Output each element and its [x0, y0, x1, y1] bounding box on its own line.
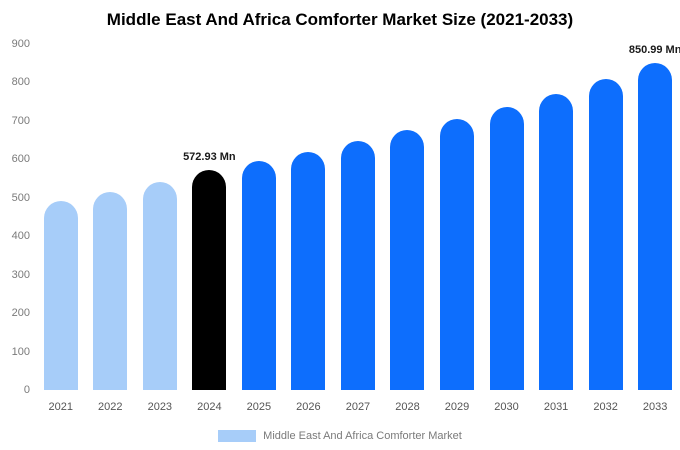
y-axis-tick-label: 900: [11, 38, 30, 50]
y-axis-tick-label: 400: [11, 230, 30, 243]
y-axis-tick-label: 0: [23, 384, 30, 396]
bar-slot: 2025: [234, 44, 284, 413]
x-axis-label: 2028: [395, 401, 420, 413]
bar-2025[interactable]: [241, 161, 276, 390]
bar-slot: 850.99 Mn 2033: [629, 44, 680, 413]
bar-2033[interactable]: 850.99 Mn: [629, 44, 680, 390]
y-axis-tick-label: 100: [11, 345, 30, 358]
y-axis-tick-label: 700: [11, 114, 30, 127]
y-axis-tick-label: 800: [11, 76, 30, 89]
y-axis-tick-label: 200: [11, 307, 30, 320]
y-axis: 0 100 200 300 400 500 600 700 800 900: [0, 38, 30, 396]
x-axis-label: 2021: [48, 401, 73, 413]
bar-slot: 2031: [531, 44, 581, 413]
y-axis-tick-label: 600: [11, 153, 30, 166]
bar-2023[interactable]: [142, 182, 177, 390]
bar-2032[interactable]: [588, 78, 623, 390]
chart-title: Middle East And Africa Comforter Market …: [106, 10, 574, 29]
x-axis-label: 2033: [642, 401, 668, 413]
x-axis-label: 2023: [147, 401, 173, 413]
x-axis-label: 2024: [197, 401, 222, 413]
x-axis-label: 2029: [444, 401, 470, 413]
bar-slot: 2026: [284, 44, 334, 413]
bar-slot: 2029: [432, 44, 482, 413]
bar-2024[interactable]: 572.93 Mn: [183, 151, 236, 390]
bar-slot: 2021: [36, 44, 86, 413]
bar-2026[interactable]: [291, 152, 326, 390]
x-axis-label: 2022: [98, 401, 123, 413]
bar-2029[interactable]: [440, 118, 475, 390]
bar-slot: 2028: [383, 44, 433, 413]
y-axis-tick-label: 300: [11, 268, 30, 281]
bar-slot: 2027: [333, 44, 383, 413]
plot-area: 0 100 200 300 400 500 600 700 800 900 2021 2022 202…: [12, 38, 680, 413]
x-axis-label: 2030: [494, 401, 519, 413]
bar-2021[interactable]: [43, 200, 78, 390]
bar-slot: 2032: [581, 44, 631, 413]
bar-slot: 2022: [86, 44, 136, 413]
legend-label: Middle East And Africa Comforter Market: [263, 430, 462, 442]
bar-2027[interactable]: [340, 141, 375, 390]
bar-value-label: 572.93 Mn: [183, 150, 236, 163]
bar-slot: 2030: [482, 44, 532, 413]
x-axis-label: 2026: [296, 401, 321, 413]
x-axis-label: 2027: [345, 401, 371, 413]
bars-container: 2021 2022 2023 572.93 Mn 2024 2025 2026 2027 202…: [36, 44, 680, 413]
bar-slot: 2023: [135, 44, 185, 413]
bar-2028[interactable]: [390, 130, 425, 390]
bar-slot: 572.93 Mn 2024: [183, 44, 236, 413]
bar-2022[interactable]: [93, 191, 128, 390]
bar-2031[interactable]: [539, 93, 574, 390]
legend-swatch: [218, 430, 257, 442]
x-axis-label: 2032: [593, 401, 618, 413]
bar-value-label: 850.99 Mn: [628, 43, 680, 56]
y-axis-tick-label: 500: [11, 191, 30, 204]
legend[interactable]: Middle East And Africa Comforter Market: [0, 430, 680, 442]
bar-2030[interactable]: [489, 106, 524, 390]
x-axis-label: 2031: [543, 401, 569, 413]
x-axis-label: 2025: [246, 401, 272, 413]
